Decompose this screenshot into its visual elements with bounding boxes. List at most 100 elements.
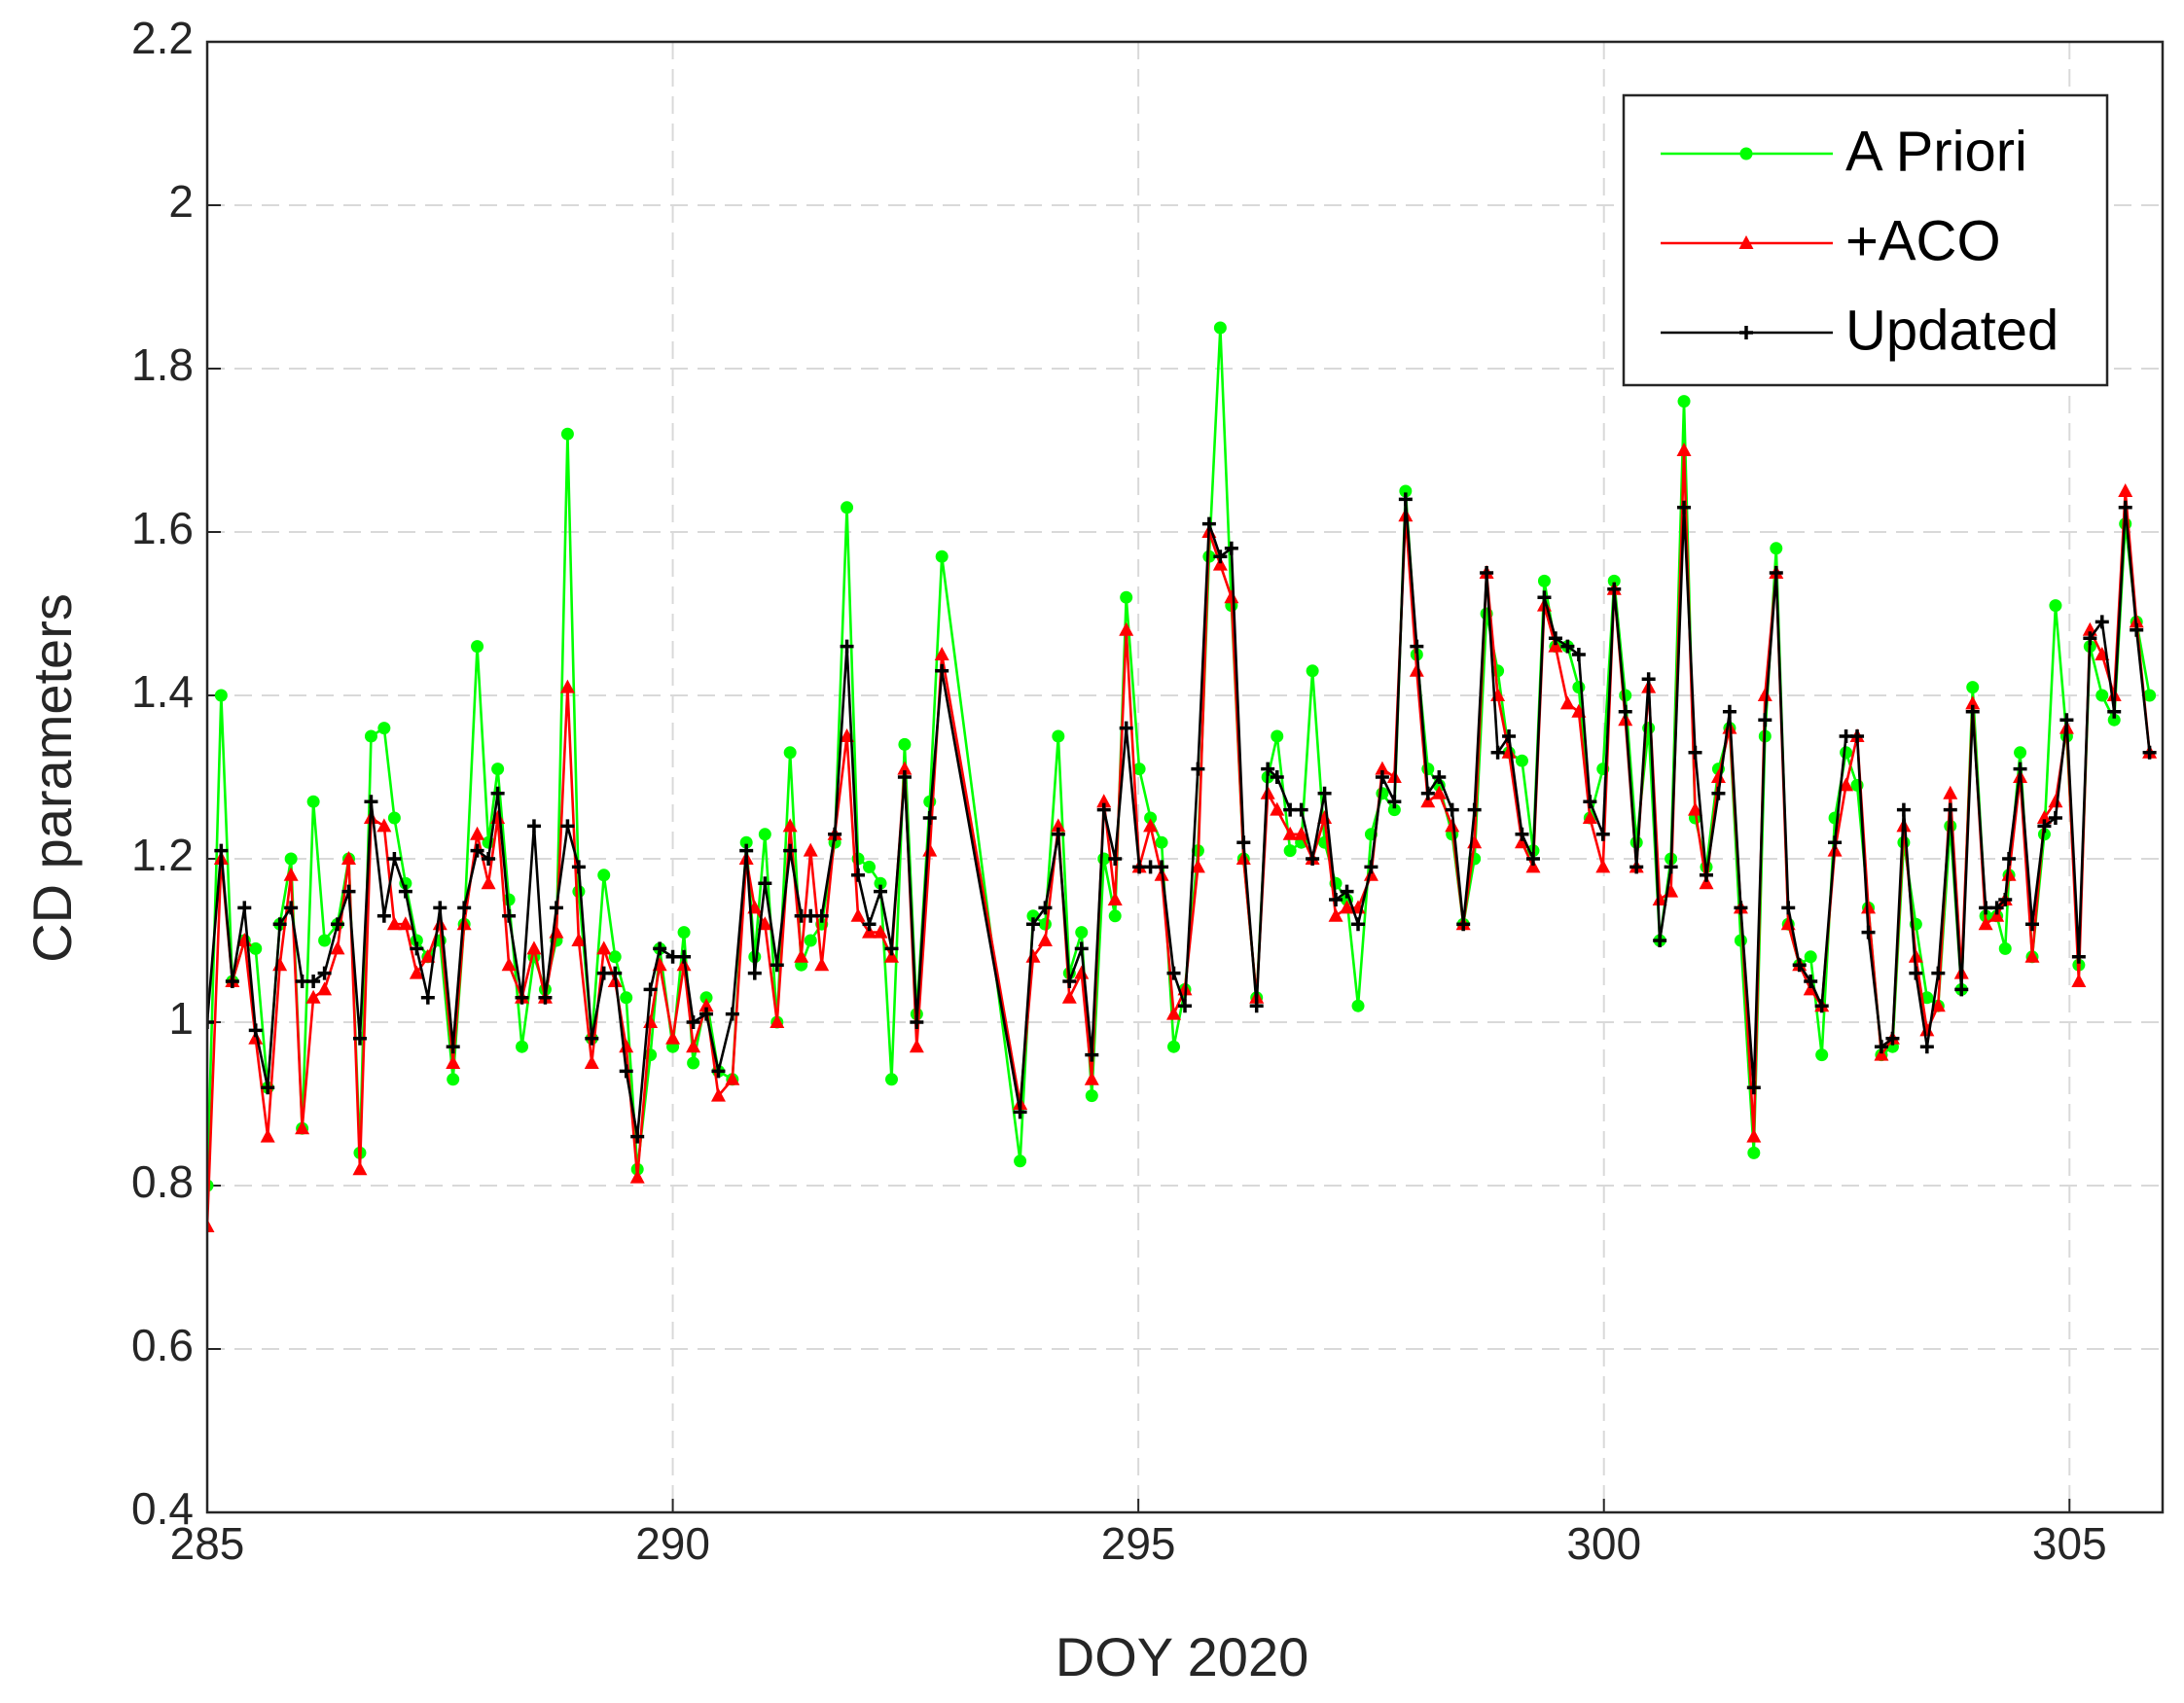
point xyxy=(549,901,563,915)
point xyxy=(1270,801,1285,816)
point xyxy=(1839,777,1854,792)
point xyxy=(1850,729,1865,743)
point xyxy=(922,811,937,825)
point xyxy=(1375,770,1389,784)
point xyxy=(526,819,541,834)
point xyxy=(272,917,287,932)
point xyxy=(2083,631,2097,646)
legend: A Priori +ACO Updated xyxy=(1622,93,2109,387)
point xyxy=(1013,1105,1027,1119)
point xyxy=(2071,974,2087,987)
point xyxy=(885,1073,898,1086)
point xyxy=(317,966,332,980)
point xyxy=(757,916,772,931)
point xyxy=(2107,704,2122,719)
point xyxy=(1965,695,1981,710)
point xyxy=(1074,941,1089,956)
point xyxy=(1607,574,1621,587)
point xyxy=(725,1007,739,1021)
point xyxy=(2095,689,2109,702)
point xyxy=(1190,859,1205,873)
point xyxy=(1085,1089,1098,1103)
point xyxy=(1201,516,1216,531)
point xyxy=(1306,664,1319,678)
point xyxy=(2049,599,2062,613)
point xyxy=(862,917,877,932)
point xyxy=(1351,917,1366,932)
legend-marker xyxy=(1739,147,1753,160)
point xyxy=(1445,802,1459,817)
point xyxy=(248,1030,264,1045)
y-tick-label: 0.6 xyxy=(131,1320,194,1370)
point xyxy=(331,917,344,932)
point xyxy=(596,940,612,955)
point xyxy=(1410,639,1424,654)
legend-box xyxy=(1622,93,2109,387)
point xyxy=(1758,713,1772,727)
point xyxy=(1583,795,1597,809)
point xyxy=(1144,811,1158,825)
point xyxy=(1051,827,1065,841)
point xyxy=(935,550,949,563)
point xyxy=(1931,966,1946,980)
point xyxy=(1420,786,1435,800)
point xyxy=(1746,1081,1761,1095)
point xyxy=(1467,802,1482,817)
point xyxy=(677,949,692,964)
point xyxy=(283,867,299,881)
point xyxy=(1084,1071,1099,1085)
point xyxy=(1618,704,1632,719)
point xyxy=(261,1081,275,1095)
point xyxy=(284,852,298,866)
point xyxy=(1828,835,1843,850)
point xyxy=(1998,941,2012,955)
point xyxy=(1294,826,1309,840)
point xyxy=(1989,901,2004,915)
point xyxy=(1096,794,1112,808)
y-axis-label: CD parameters xyxy=(21,593,83,963)
point xyxy=(1734,934,1747,947)
point xyxy=(2001,867,2017,881)
point xyxy=(1329,893,1343,906)
point xyxy=(387,811,401,825)
point xyxy=(2107,713,2121,727)
point xyxy=(841,501,854,514)
point xyxy=(2118,500,2132,514)
point xyxy=(1351,999,1365,1012)
point xyxy=(1224,541,1238,555)
point xyxy=(2014,746,2027,760)
point xyxy=(1119,721,1133,735)
point xyxy=(665,1030,681,1045)
point xyxy=(1571,648,1586,661)
point xyxy=(758,876,772,891)
y-tick-label: 1.2 xyxy=(131,830,194,880)
point xyxy=(1966,681,1980,694)
point xyxy=(739,835,753,849)
point xyxy=(2002,852,2017,866)
point xyxy=(207,1015,214,1029)
point xyxy=(364,729,377,743)
point xyxy=(1445,818,1460,833)
point xyxy=(814,957,830,972)
point xyxy=(376,908,391,923)
point xyxy=(1677,395,1691,408)
point xyxy=(386,916,402,931)
point xyxy=(725,1071,740,1085)
point xyxy=(1456,917,1471,932)
point xyxy=(710,1087,726,1102)
point xyxy=(874,876,887,890)
point xyxy=(1896,802,1911,817)
point xyxy=(862,924,877,939)
point xyxy=(804,934,817,947)
point xyxy=(457,901,472,915)
point xyxy=(420,948,436,963)
point xyxy=(330,940,345,955)
point xyxy=(1376,787,1389,800)
point xyxy=(2071,949,2086,964)
point xyxy=(1398,492,1413,507)
point xyxy=(597,869,611,882)
point xyxy=(758,828,771,841)
point xyxy=(1943,802,1957,817)
x-axis-label: DOY 2020 xyxy=(1056,1626,1308,1687)
point xyxy=(1792,958,1807,973)
